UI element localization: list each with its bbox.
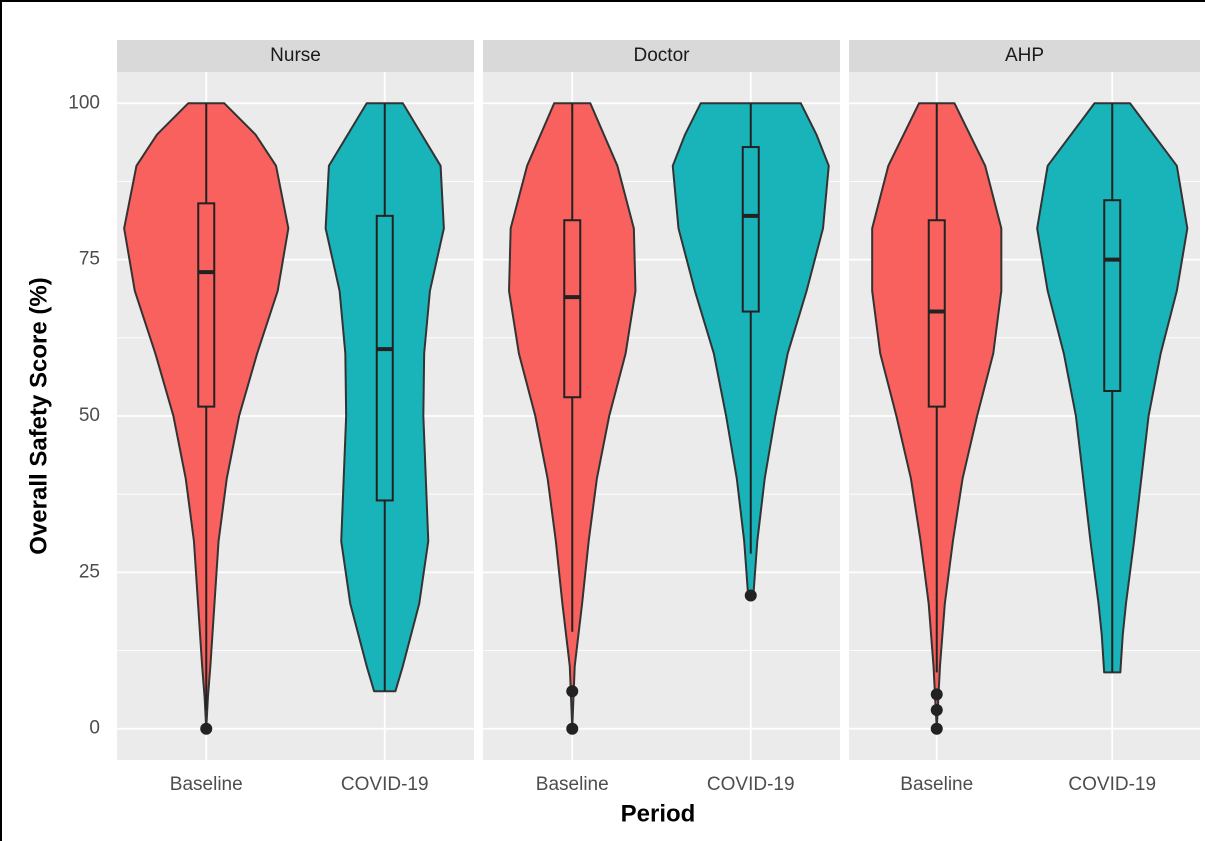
box	[563, 219, 582, 399]
x-tick-label: COVID-19	[341, 774, 429, 795]
box	[197, 202, 216, 408]
x-tick-label: COVID-19	[1068, 774, 1156, 795]
x-tick-label: COVID-19	[707, 774, 795, 795]
outlier	[930, 703, 943, 716]
strip-label: AHP	[1005, 45, 1044, 66]
x-tick-label: Baseline	[536, 774, 609, 795]
outlier	[930, 722, 943, 735]
x-tick-label: Baseline	[900, 774, 973, 795]
strip-label: Doctor	[634, 45, 691, 66]
outlier	[566, 722, 579, 735]
y-tick-label: 25	[79, 561, 100, 582]
y-tick-label: 100	[68, 92, 100, 113]
strip-label: Nurse	[270, 45, 321, 66]
y-tick-label: 50	[79, 405, 100, 426]
y-tick-label: 75	[79, 249, 100, 270]
outlier	[744, 589, 757, 602]
box	[375, 214, 394, 502]
x-axis-title: Period	[621, 800, 696, 827]
y-axis-title: Overall Safety Score (%)	[25, 277, 52, 554]
box	[1103, 199, 1122, 392]
outlier	[566, 685, 579, 698]
box	[741, 146, 760, 313]
outlier	[200, 722, 213, 735]
outlier	[930, 688, 943, 701]
strip-background	[849, 40, 1200, 72]
strip-background	[483, 40, 840, 72]
strip-background	[117, 40, 474, 72]
y-tick-label: 0	[89, 718, 100, 739]
x-tick-label: Baseline	[170, 774, 243, 795]
